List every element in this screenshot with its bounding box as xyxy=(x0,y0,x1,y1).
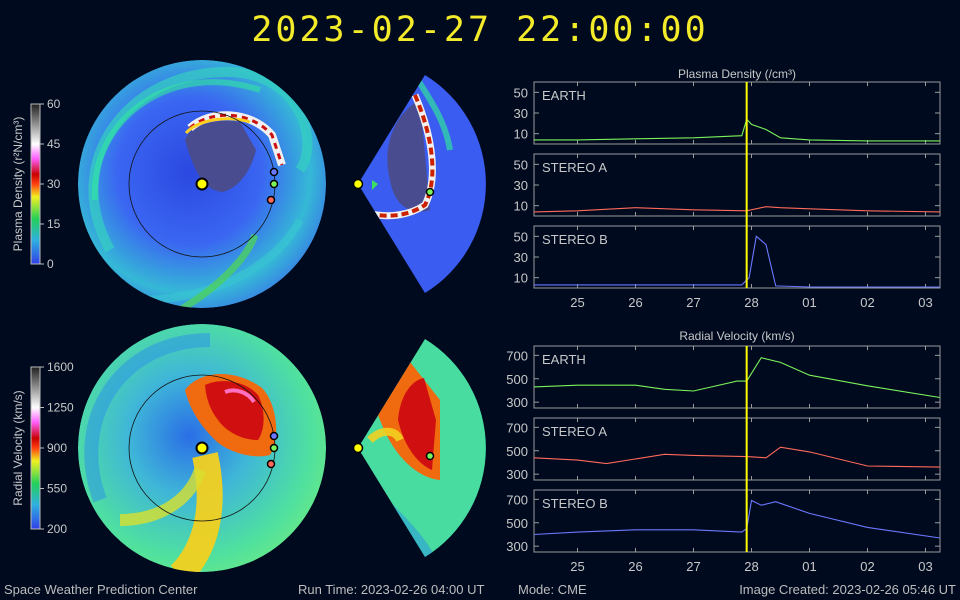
earth-marker xyxy=(269,179,279,189)
sun-marker xyxy=(195,177,209,191)
velocity-colorbar-gradient xyxy=(30,366,41,530)
y-tick-label: 30 xyxy=(514,178,528,193)
y-tick-label: 50 xyxy=(514,157,528,172)
x-tick-label: 26 xyxy=(628,295,642,310)
stereo-a-marker-velocity xyxy=(266,459,276,469)
series-line xyxy=(533,499,941,539)
colorbar-tick-label: 45 xyxy=(47,137,61,151)
x-tick-label: 27 xyxy=(686,295,700,310)
series-line xyxy=(533,446,941,468)
timeseries-group: Radial Velocity (km/s) 300 500 700 EARTH 300 5… xyxy=(506,329,941,574)
density-colorbar-label: Plasma Density (r²N/cm³) xyxy=(11,117,25,252)
y-tick-label: 300 xyxy=(506,539,528,554)
panel-name: STEREO A xyxy=(542,160,607,175)
y-tick-label: 50 xyxy=(514,85,528,100)
y-tick-label: 10 xyxy=(514,271,528,286)
panel-frame xyxy=(533,345,941,409)
footer-mode: Mode: CME xyxy=(518,582,587,597)
x-tick-label: 03 xyxy=(918,559,932,574)
y-tick-label: 300 xyxy=(506,395,528,410)
footer-center-name: Space Weather Prediction Center xyxy=(4,582,198,597)
y-tick-label: 30 xyxy=(514,106,528,121)
y-tick-label: 500 xyxy=(506,444,528,459)
sun-marker-meridional-velocity xyxy=(352,442,364,454)
colorbar-tick-label: 30 xyxy=(47,177,61,191)
y-tick-label: 700 xyxy=(506,348,528,363)
colorbar-tick-label: 15 xyxy=(47,217,61,231)
series-line xyxy=(533,357,941,399)
y-tick-label: 700 xyxy=(506,492,528,507)
colorbar-tick-label: 0 xyxy=(47,257,54,271)
x-tick-label: 02 xyxy=(860,295,874,310)
velocity-meridional-wedge xyxy=(358,339,486,557)
timeseries-panel: 300 500 700 STEREO B xyxy=(506,489,941,554)
earth-marker-velocity xyxy=(269,443,279,453)
earth-marker-meridional-velocity xyxy=(425,451,435,461)
timeseries-panel: 300 500 700 EARTH xyxy=(506,345,941,410)
timeseries-title: Plasma Density (/cm³) xyxy=(678,67,796,81)
panel-frame xyxy=(533,489,941,553)
y-tick-label: 300 xyxy=(506,467,528,482)
panel-name: EARTH xyxy=(542,88,586,103)
x-tick-label: 01 xyxy=(802,559,816,574)
velocity-colorbar: Radial Velocity (km/s) 1600 1250 900 550 200 xyxy=(11,360,74,536)
panel-name: STEREO B xyxy=(542,496,608,511)
x-tick-label: 28 xyxy=(744,559,758,574)
y-tick-label: 10 xyxy=(514,199,528,214)
stereo-a-marker xyxy=(266,195,276,205)
colorbar-tick-label: 60 xyxy=(47,97,61,111)
timeseries-group: Plasma Density (/cm³) 10 30 50 EARTH 10 30 50 ST… xyxy=(514,67,941,310)
earth-marker-meridional xyxy=(425,187,435,197)
colorbar-tick-label: 550 xyxy=(47,482,67,496)
panel-frame xyxy=(533,417,941,481)
sun-marker-velocity xyxy=(195,441,209,455)
timeseries-panel: 300 500 700 STEREO A xyxy=(506,417,941,482)
colorbar-tick-label: 900 xyxy=(47,441,67,455)
colorbar-tick-label: 1250 xyxy=(47,401,74,415)
density-meridional-wedge xyxy=(358,75,486,293)
panel-name: STEREO B xyxy=(542,232,608,247)
series-line xyxy=(534,118,940,142)
x-tick-label: 27 xyxy=(686,559,700,574)
timeseries-panel: 10 30 50 STEREO B xyxy=(514,225,941,289)
timeseries-title: Radial Velocity (km/s) xyxy=(679,329,794,343)
y-tick-label: 500 xyxy=(506,372,528,387)
panel-frame xyxy=(533,81,941,145)
x-tick-label: 28 xyxy=(744,295,758,310)
x-tick-label: 25 xyxy=(570,559,584,574)
series-line xyxy=(533,206,941,213)
velocity-colorbar-label: Radial Velocity (km/s) xyxy=(11,390,25,505)
sun-marker-meridional xyxy=(352,178,364,190)
colorbar-tick-label: 200 xyxy=(47,522,67,536)
density-colorbar: Plasma Density (r²N/cm³) 60 45 30 15 0 xyxy=(11,97,61,271)
footer-run-time: Run Time: 2023-02-26 04:00 UT xyxy=(298,582,485,597)
density-colorbar-gradient xyxy=(30,103,41,265)
x-tick-label: 01 xyxy=(802,295,816,310)
colorbar-tick-label: 1600 xyxy=(47,360,74,374)
x-tick-label: 03 xyxy=(918,295,932,310)
y-tick-label: 700 xyxy=(506,420,528,435)
y-tick-label: 500 xyxy=(506,516,528,531)
stereo-b-marker-velocity xyxy=(269,431,279,441)
x-tick-label: 25 xyxy=(570,295,584,310)
y-tick-label: 30 xyxy=(514,250,528,265)
timeseries-panel: 10 30 50 EARTH xyxy=(514,81,941,145)
timestamp-title: 2023-02-27 22:00:00 xyxy=(251,10,709,50)
series-line xyxy=(534,235,940,288)
x-tick-label: 02 xyxy=(860,559,874,574)
panel-name: EARTH xyxy=(542,352,586,367)
timeseries-panel: 10 30 50 STEREO A xyxy=(514,153,941,217)
x-tick-label: 26 xyxy=(628,559,642,574)
footer-image-created: Image Created: 2023-02-26 05:46 UT xyxy=(739,582,956,597)
y-tick-label: 10 xyxy=(514,127,528,142)
y-tick-label: 50 xyxy=(514,229,528,244)
panel-name: STEREO A xyxy=(542,424,607,439)
stereo-b-marker xyxy=(269,167,279,177)
